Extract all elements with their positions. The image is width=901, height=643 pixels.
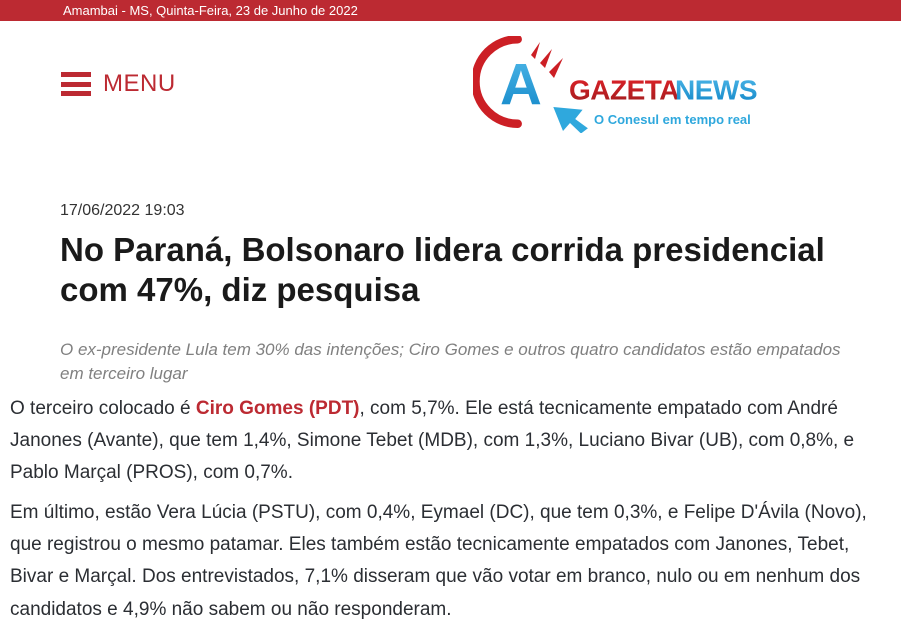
svg-text:GAZETA: GAZETA bbox=[569, 75, 679, 106]
svg-text:O Conesul em tempo real: O Conesul em tempo real bbox=[594, 112, 751, 127]
svg-text:A: A bbox=[500, 53, 542, 118]
svg-text:NEWS: NEWS bbox=[675, 75, 757, 106]
